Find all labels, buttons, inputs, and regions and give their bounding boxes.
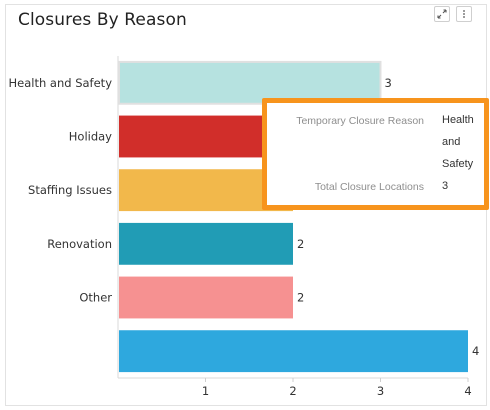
category-label: Staffing Issues bbox=[28, 183, 112, 197]
more-options-button[interactable] bbox=[456, 6, 472, 22]
tooltip-key-locations: Total Closure Locations bbox=[314, 181, 424, 193]
chart-title: Closures By Reason bbox=[18, 10, 187, 30]
tooltip-key-reason: Temporary Closure Reason bbox=[296, 115, 424, 127]
value-label: 2 bbox=[297, 237, 304, 251]
expand-icon bbox=[437, 9, 447, 19]
more-vertical-icon bbox=[463, 10, 465, 18]
x-tick-label: 3 bbox=[377, 384, 384, 398]
bar[interactable] bbox=[119, 222, 293, 265]
bar[interactable] bbox=[119, 330, 468, 373]
bar[interactable] bbox=[118, 60, 382, 105]
tooltip-value-reason: Health and Safety bbox=[442, 114, 474, 170]
value-label: 4 bbox=[472, 344, 479, 358]
x-tick-label: 2 bbox=[289, 384, 296, 398]
value-label: 3 bbox=[385, 76, 392, 90]
value-label: 2 bbox=[297, 291, 304, 305]
chart-tooltip: Temporary Closure Reason Health and Safe… bbox=[262, 98, 489, 210]
category-label: Other bbox=[79, 291, 112, 305]
category-label: Health and Safety bbox=[9, 76, 113, 90]
category-label: Renovation bbox=[47, 237, 112, 251]
x-tick-label: 4 bbox=[464, 384, 471, 398]
tooltip-value-locations: 3 bbox=[442, 180, 449, 192]
category-label: Holiday bbox=[69, 130, 112, 144]
expand-button[interactable] bbox=[434, 6, 450, 22]
bar[interactable] bbox=[119, 276, 293, 319]
x-tick-label: 1 bbox=[202, 384, 209, 398]
